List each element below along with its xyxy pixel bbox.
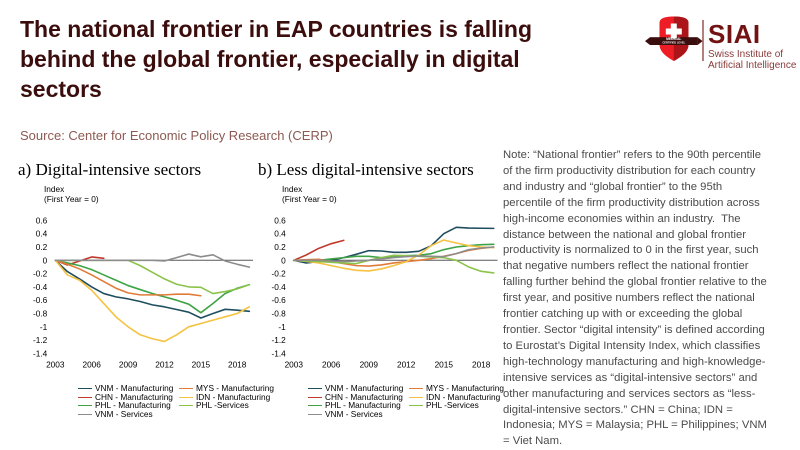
svg-text:-0.8: -0.8	[272, 309, 287, 319]
svg-text:-0.4: -0.4	[33, 282, 48, 292]
svg-text:2006: 2006	[322, 359, 341, 369]
svg-text:-0.8: -0.8	[33, 309, 48, 319]
svg-text:-0.6: -0.6	[272, 295, 287, 305]
svg-text:0.4: 0.4	[36, 229, 48, 239]
svg-text:2006: 2006	[82, 359, 101, 369]
svg-text:2009: 2009	[360, 359, 379, 369]
svg-text:2012: 2012	[397, 359, 416, 369]
svg-text:2003: 2003	[46, 359, 65, 369]
svg-text:-1.2: -1.2	[272, 335, 287, 345]
svg-text:-1.4: -1.4	[33, 348, 48, 358]
svg-text:0: 0	[43, 255, 48, 265]
svg-text:0.6: 0.6	[36, 215, 48, 225]
svg-text:2015: 2015	[192, 359, 211, 369]
svg-text:-1: -1	[40, 322, 48, 332]
svg-text:0.6: 0.6	[274, 215, 286, 225]
svg-text:-0.2: -0.2	[272, 269, 287, 279]
svg-text:2012: 2012	[155, 359, 174, 369]
svg-text:2003: 2003	[285, 359, 304, 369]
svg-text:2018: 2018	[228, 359, 247, 369]
svg-text:-1.4: -1.4	[272, 348, 287, 358]
svg-text:0.4: 0.4	[274, 229, 286, 239]
svg-text:-0.4: -0.4	[272, 282, 287, 292]
svg-text:0.2: 0.2	[274, 242, 286, 252]
svg-text:0.2: 0.2	[36, 242, 48, 252]
svg-text:2018: 2018	[472, 359, 491, 369]
svg-text:2015: 2015	[435, 359, 454, 369]
svg-text:0: 0	[281, 255, 286, 265]
svg-text:-1: -1	[278, 322, 286, 332]
svg-text:-1.2: -1.2	[33, 335, 48, 345]
svg-text:-0.2: -0.2	[33, 269, 48, 279]
svg-text:-0.6: -0.6	[33, 295, 48, 305]
svg-text:2009: 2009	[119, 359, 138, 369]
